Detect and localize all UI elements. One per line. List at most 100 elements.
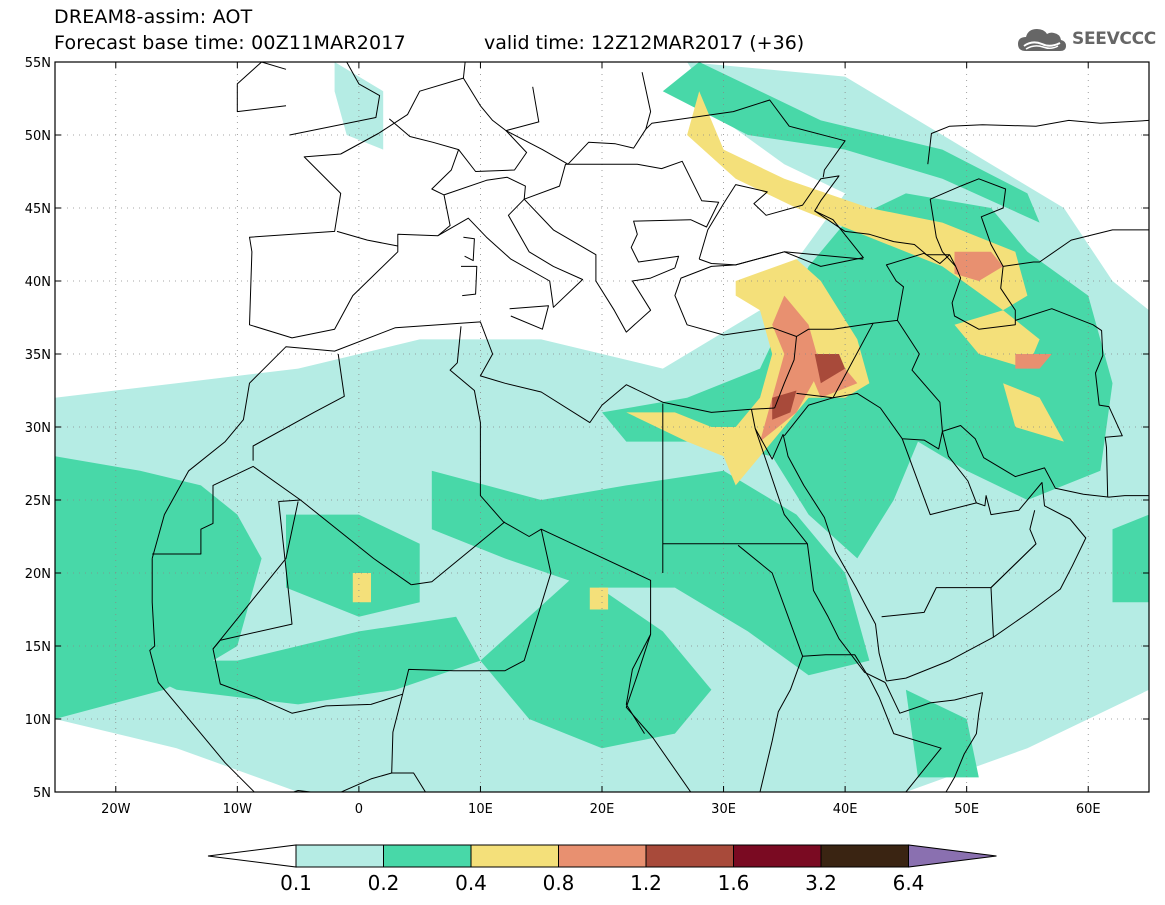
border-nigeria [391, 694, 404, 774]
africa-west-coast [149, 558, 256, 792]
africa-north-coast [151, 321, 775, 559]
aot-field-level-1 [55, 456, 262, 719]
colorbar-label: 1.6 [718, 871, 750, 895]
colorbar-swatch [558, 844, 647, 868]
lon-label: 10E [468, 802, 493, 817]
aot-field-level-4 [814, 354, 846, 384]
colorbar-label: 0.4 [455, 871, 487, 895]
aot-field-level-3 [1015, 354, 1052, 369]
border-caucasus [814, 210, 957, 267]
colorbar [207, 844, 997, 868]
colorbar-label: 0.2 [368, 871, 400, 895]
aot-field-level-2 [687, 91, 1028, 311]
border-maghreb [252, 353, 345, 461]
aot-field-level-2 [352, 573, 371, 603]
colorbar-swatch [820, 844, 909, 868]
seevccc-logo: SEEVCCC [1016, 22, 1156, 56]
lon-label: 50E [954, 802, 979, 817]
colorbar-label: 0.8 [543, 871, 575, 895]
border-arabia-central [901, 438, 977, 516]
border-europe-east [505, 72, 652, 165]
aot-field-level-1 [905, 689, 979, 778]
ireland [236, 62, 287, 113]
border-algeria-tunisia-libya [449, 326, 542, 537]
colorbar-swatch [733, 844, 822, 868]
country-borders [149, 62, 1149, 792]
aot-field-level-1 [662, 62, 1040, 223]
lon-label: 60E [1076, 802, 1101, 817]
lat-label: 30N [25, 421, 51, 436]
colorbar-swatch [295, 844, 384, 868]
colorbar-label: 0.1 [280, 871, 312, 895]
cloud-icon [1018, 29, 1066, 51]
map-title: DREAM8-assim: AOT [54, 6, 253, 28]
sinai [754, 428, 784, 460]
black-sea [698, 175, 864, 267]
colorbar-label: 6.4 [893, 871, 925, 895]
longitude-labels: 20W 10W 0 10E 20E 30E 40E 50E 60E [101, 802, 1101, 817]
aot-field-level-2 [626, 259, 870, 486]
lat-label: 35N [25, 348, 51, 363]
colorbar-label: 3.2 [805, 871, 837, 895]
colorbar-labels: 0.1 0.2 0.4 0.8 1.2 1.6 3.2 6.4 [280, 871, 924, 895]
lon-label: 30E [711, 802, 736, 817]
arabia-south [886, 431, 1087, 682]
border-mauritania [152, 465, 301, 650]
border-sudan-south [737, 544, 804, 792]
lon-label: 10W [223, 802, 253, 817]
aot-field-level-1 [115, 616, 481, 705]
aot-field-level-2 [589, 587, 609, 610]
colorbar-swatch [645, 844, 734, 868]
border-syria-turkey [796, 252, 950, 337]
red-sea-west [751, 409, 886, 683]
horn-of-africa [884, 682, 983, 792]
border-saudi-jordan [783, 397, 834, 437]
aot-field-level-1 [480, 573, 712, 749]
aot-field-level-2 [1003, 383, 1064, 442]
border-mali-algeria [300, 499, 412, 586]
lat-label: 15N [25, 640, 51, 655]
border-chad-sudan [625, 634, 692, 792]
persian-gulf-north [942, 425, 1149, 498]
border-balkans [524, 160, 720, 269]
border-central-asia [1003, 229, 1149, 267]
border-france-spain-germany [336, 230, 398, 247]
great-britain [289, 62, 381, 136]
border-kazakh [927, 119, 1149, 165]
colorbar-max-arrow [908, 844, 997, 868]
logo-text: SEEVCCC [1072, 29, 1156, 49]
border-oman [990, 543, 1037, 638]
border-sahel [212, 501, 652, 734]
border-iran-afghan [1015, 308, 1123, 498]
lat-label: 10N [25, 713, 51, 728]
base-time-label: Forecast base time: 00Z11MAR2017 [54, 32, 406, 54]
border-niger-algeria [411, 521, 506, 586]
valid-time-label: valid time: 12Z12MAR2017 (+36) [484, 32, 805, 54]
latitude-labels: 55N 50N 45N 40N 35N 30N 25N 20N 15N 10N 5N [25, 56, 51, 801]
border-alps [437, 176, 526, 237]
aot-field-level-0 [334, 62, 384, 150]
lat-label: 20N [25, 567, 51, 582]
red-sea-east [782, 434, 887, 682]
axis-ticks [55, 61, 1149, 793]
aegean-adriatic [249, 62, 676, 339]
aot-field-level-1 [1112, 514, 1149, 603]
corsica [463, 236, 475, 262]
lon-label: 20W [101, 802, 131, 817]
border-ukraine [645, 99, 846, 178]
border-iran-iraq [896, 320, 943, 432]
aot-field-level-1 [431, 470, 870, 676]
lat-label: 50N [25, 129, 51, 144]
lat-label: 55N [25, 56, 51, 71]
lon-label: 40E [833, 802, 858, 817]
lon-label: 0 [355, 802, 363, 817]
border-germany-east [458, 77, 528, 172]
sardinia [461, 265, 478, 297]
colorbar-swatch [383, 844, 472, 868]
colorbar-swatch [470, 844, 559, 868]
colorbar-label: 1.2 [630, 871, 662, 895]
map-gridlines [55, 62, 1149, 792]
lat-label: 5N [33, 786, 51, 801]
aot-field-level-3 [954, 251, 1004, 281]
